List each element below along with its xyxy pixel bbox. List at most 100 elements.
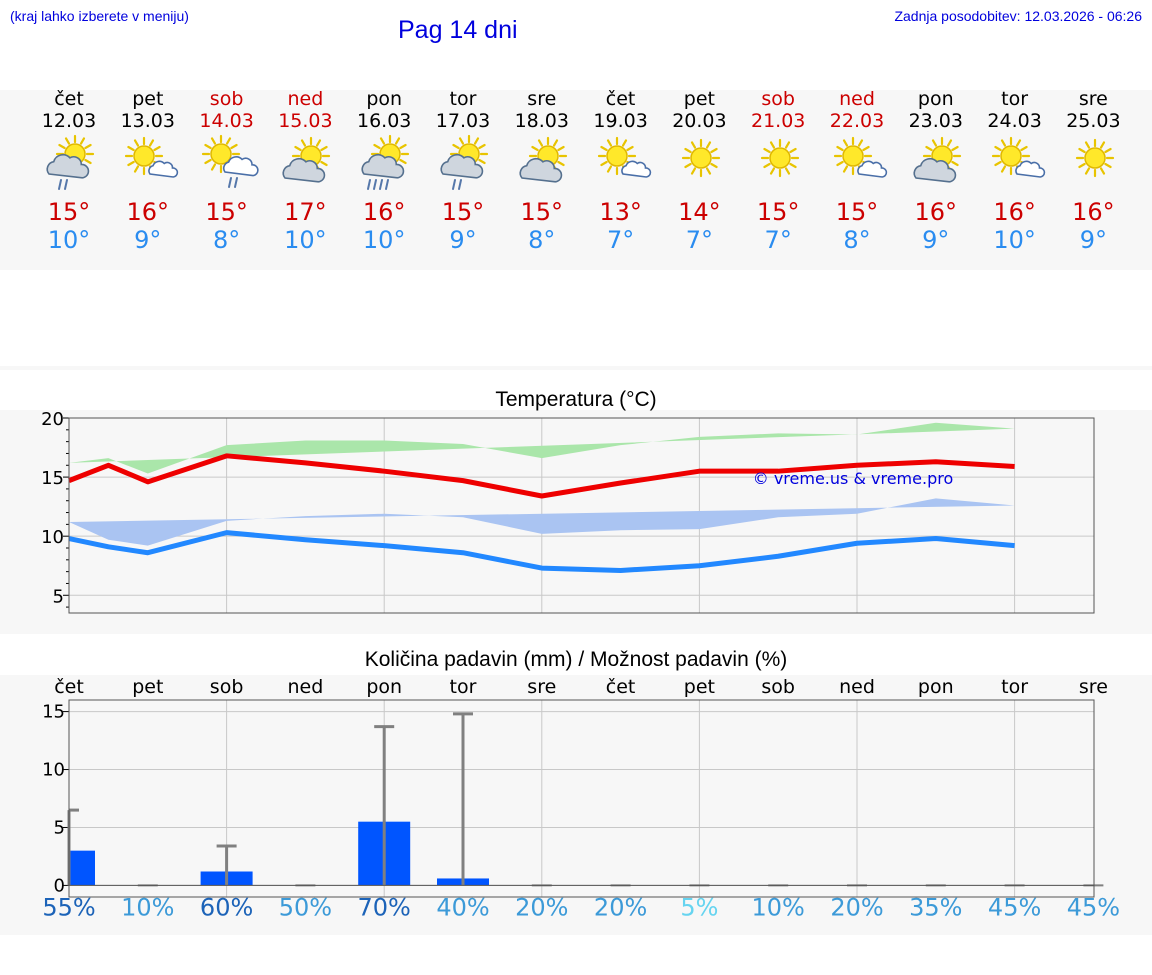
weather-partly-cloudy-icon xyxy=(519,136,567,183)
day-date: 16.03 xyxy=(356,110,412,132)
day-date: 20.03 xyxy=(672,110,727,132)
category-label: tor xyxy=(450,676,477,698)
precipitation-probability: 70% xyxy=(358,893,411,921)
day-date: 25.03 xyxy=(1066,110,1121,132)
max-temperature: 16° xyxy=(1072,198,1115,226)
max-temperature: 16° xyxy=(914,198,958,226)
day-name: ned xyxy=(287,88,324,110)
min-temperature: 10° xyxy=(47,226,91,254)
day-name: ned xyxy=(839,88,875,110)
precipitation-probability: 40% xyxy=(436,893,489,921)
precipitation-probability: 20% xyxy=(830,893,883,921)
day-name: čet xyxy=(54,88,84,110)
category-label: sob xyxy=(210,676,244,698)
precipitation-probability: 55% xyxy=(42,893,95,921)
y-tick-label: 10 xyxy=(42,760,65,781)
y-tick-label: 5 xyxy=(54,817,65,838)
category-label: pet xyxy=(132,676,163,698)
plot-frame xyxy=(68,699,1095,898)
day-name: pet xyxy=(132,88,164,110)
divider xyxy=(0,366,1152,370)
precipitation-probability: 45% xyxy=(1067,893,1120,921)
weather-partly-cloudy-rain-icon xyxy=(46,134,95,190)
category-label: sre xyxy=(527,676,556,698)
min-temperature-line xyxy=(68,530,1015,573)
day-date: 22.03 xyxy=(829,110,885,132)
category-label: čet xyxy=(54,676,84,698)
max-temperature: 15° xyxy=(47,198,91,226)
max-temperature: 16° xyxy=(993,198,1036,226)
max-temperature: 15° xyxy=(756,198,800,226)
precipitation-probability: 35% xyxy=(909,893,962,921)
day-name: sob xyxy=(209,88,244,110)
max-temperature: 15° xyxy=(205,198,248,226)
day-name: tor xyxy=(1001,88,1029,110)
weather-partly-cloudy-icon xyxy=(282,136,331,183)
min-temperature: 9° xyxy=(449,226,477,254)
max-temperature-line xyxy=(68,453,1015,499)
day-name: sre xyxy=(1078,88,1108,110)
day-date: 19.03 xyxy=(593,110,648,132)
precipitation-probability: 45% xyxy=(988,893,1041,921)
last-update: Zadnja posodobitev: 12.03.2026 - 06:26 xyxy=(894,8,1142,24)
day-date: 14.03 xyxy=(199,110,254,132)
day-name: pon xyxy=(917,88,954,110)
temperature-chart: 5 10 15 20 © vreme.us & vreme.pro xyxy=(41,410,1095,614)
max-temperature: 13° xyxy=(599,198,642,226)
weather-sun-icon xyxy=(761,138,800,178)
min-temperature: 7° xyxy=(685,226,714,254)
precipitation-probability: 10% xyxy=(752,893,805,921)
min-temperature: 7° xyxy=(606,226,635,254)
min-temperature: 7° xyxy=(764,226,792,254)
min-temperature: 8° xyxy=(843,226,871,254)
y-tick-label: 10 xyxy=(41,527,64,548)
category-label: ned xyxy=(839,676,875,698)
plot-area xyxy=(69,700,1094,897)
precipitation-chart: čet pet sob ned pon tor sre čet pet sob ned pon tor s… xyxy=(42,676,1120,921)
precipitation-probability: 10% xyxy=(121,893,174,921)
precipitation-probability: 60% xyxy=(200,893,253,921)
precipitation-probability: 50% xyxy=(279,893,332,921)
day-date: 24.03 xyxy=(987,110,1042,132)
day-name: pon xyxy=(366,88,403,110)
weather-sun-small-cloud-icon xyxy=(597,136,651,178)
max-temperature: 15° xyxy=(520,198,564,226)
min-temperature: 10° xyxy=(362,226,406,254)
weather-partly-cloudy-icon xyxy=(913,136,961,183)
max-temperature: 17° xyxy=(284,198,327,226)
min-temperature: 9° xyxy=(1079,226,1108,254)
day-date: 17.03 xyxy=(435,110,491,132)
forecast-band xyxy=(0,90,1152,270)
max-temperature: 14° xyxy=(678,198,721,226)
location-hint[interactable]: (kraj lahko izberete v meniju) xyxy=(10,8,189,24)
category-label: sob xyxy=(761,676,795,698)
max-temperature: 15° xyxy=(835,198,879,226)
category-label: ned xyxy=(288,676,324,698)
y-tick-label: 5 xyxy=(53,586,64,607)
category-label: čet xyxy=(606,676,636,698)
category-label: pon xyxy=(918,676,954,698)
weather-sun-small-cloud-icon xyxy=(991,136,1045,178)
min-temperature: 10° xyxy=(993,226,1036,254)
max-temperature: 16° xyxy=(362,198,406,226)
day-date: 23.03 xyxy=(908,110,963,132)
watermark: © vreme.us & vreme.pro xyxy=(753,469,954,488)
weather-sun-small-cloud-icon xyxy=(833,136,888,178)
precipitation-bar xyxy=(69,850,95,886)
day-name: sre xyxy=(527,88,557,110)
weather-sun-icon xyxy=(682,138,721,178)
min-temperature: 9° xyxy=(922,226,950,254)
category-label: sre xyxy=(1079,676,1108,698)
weather-sun-small-cloud-icon xyxy=(124,136,178,178)
min-temperature: 8° xyxy=(528,226,556,254)
y-tick-label: 15 xyxy=(42,702,65,723)
max-temperature: 15° xyxy=(441,198,485,226)
precipitation-probability: 5% xyxy=(680,893,718,921)
weather-sun-icon xyxy=(1076,138,1115,178)
weather-partly-cloudy-rain-icon xyxy=(440,134,489,190)
day-date: 15.03 xyxy=(278,110,333,132)
day-name: pet xyxy=(683,88,715,110)
weather-partly-cloudy-heavy-rain-icon xyxy=(361,134,410,190)
day-name: tor xyxy=(449,88,477,110)
y-tick-label: 20 xyxy=(41,410,64,430)
